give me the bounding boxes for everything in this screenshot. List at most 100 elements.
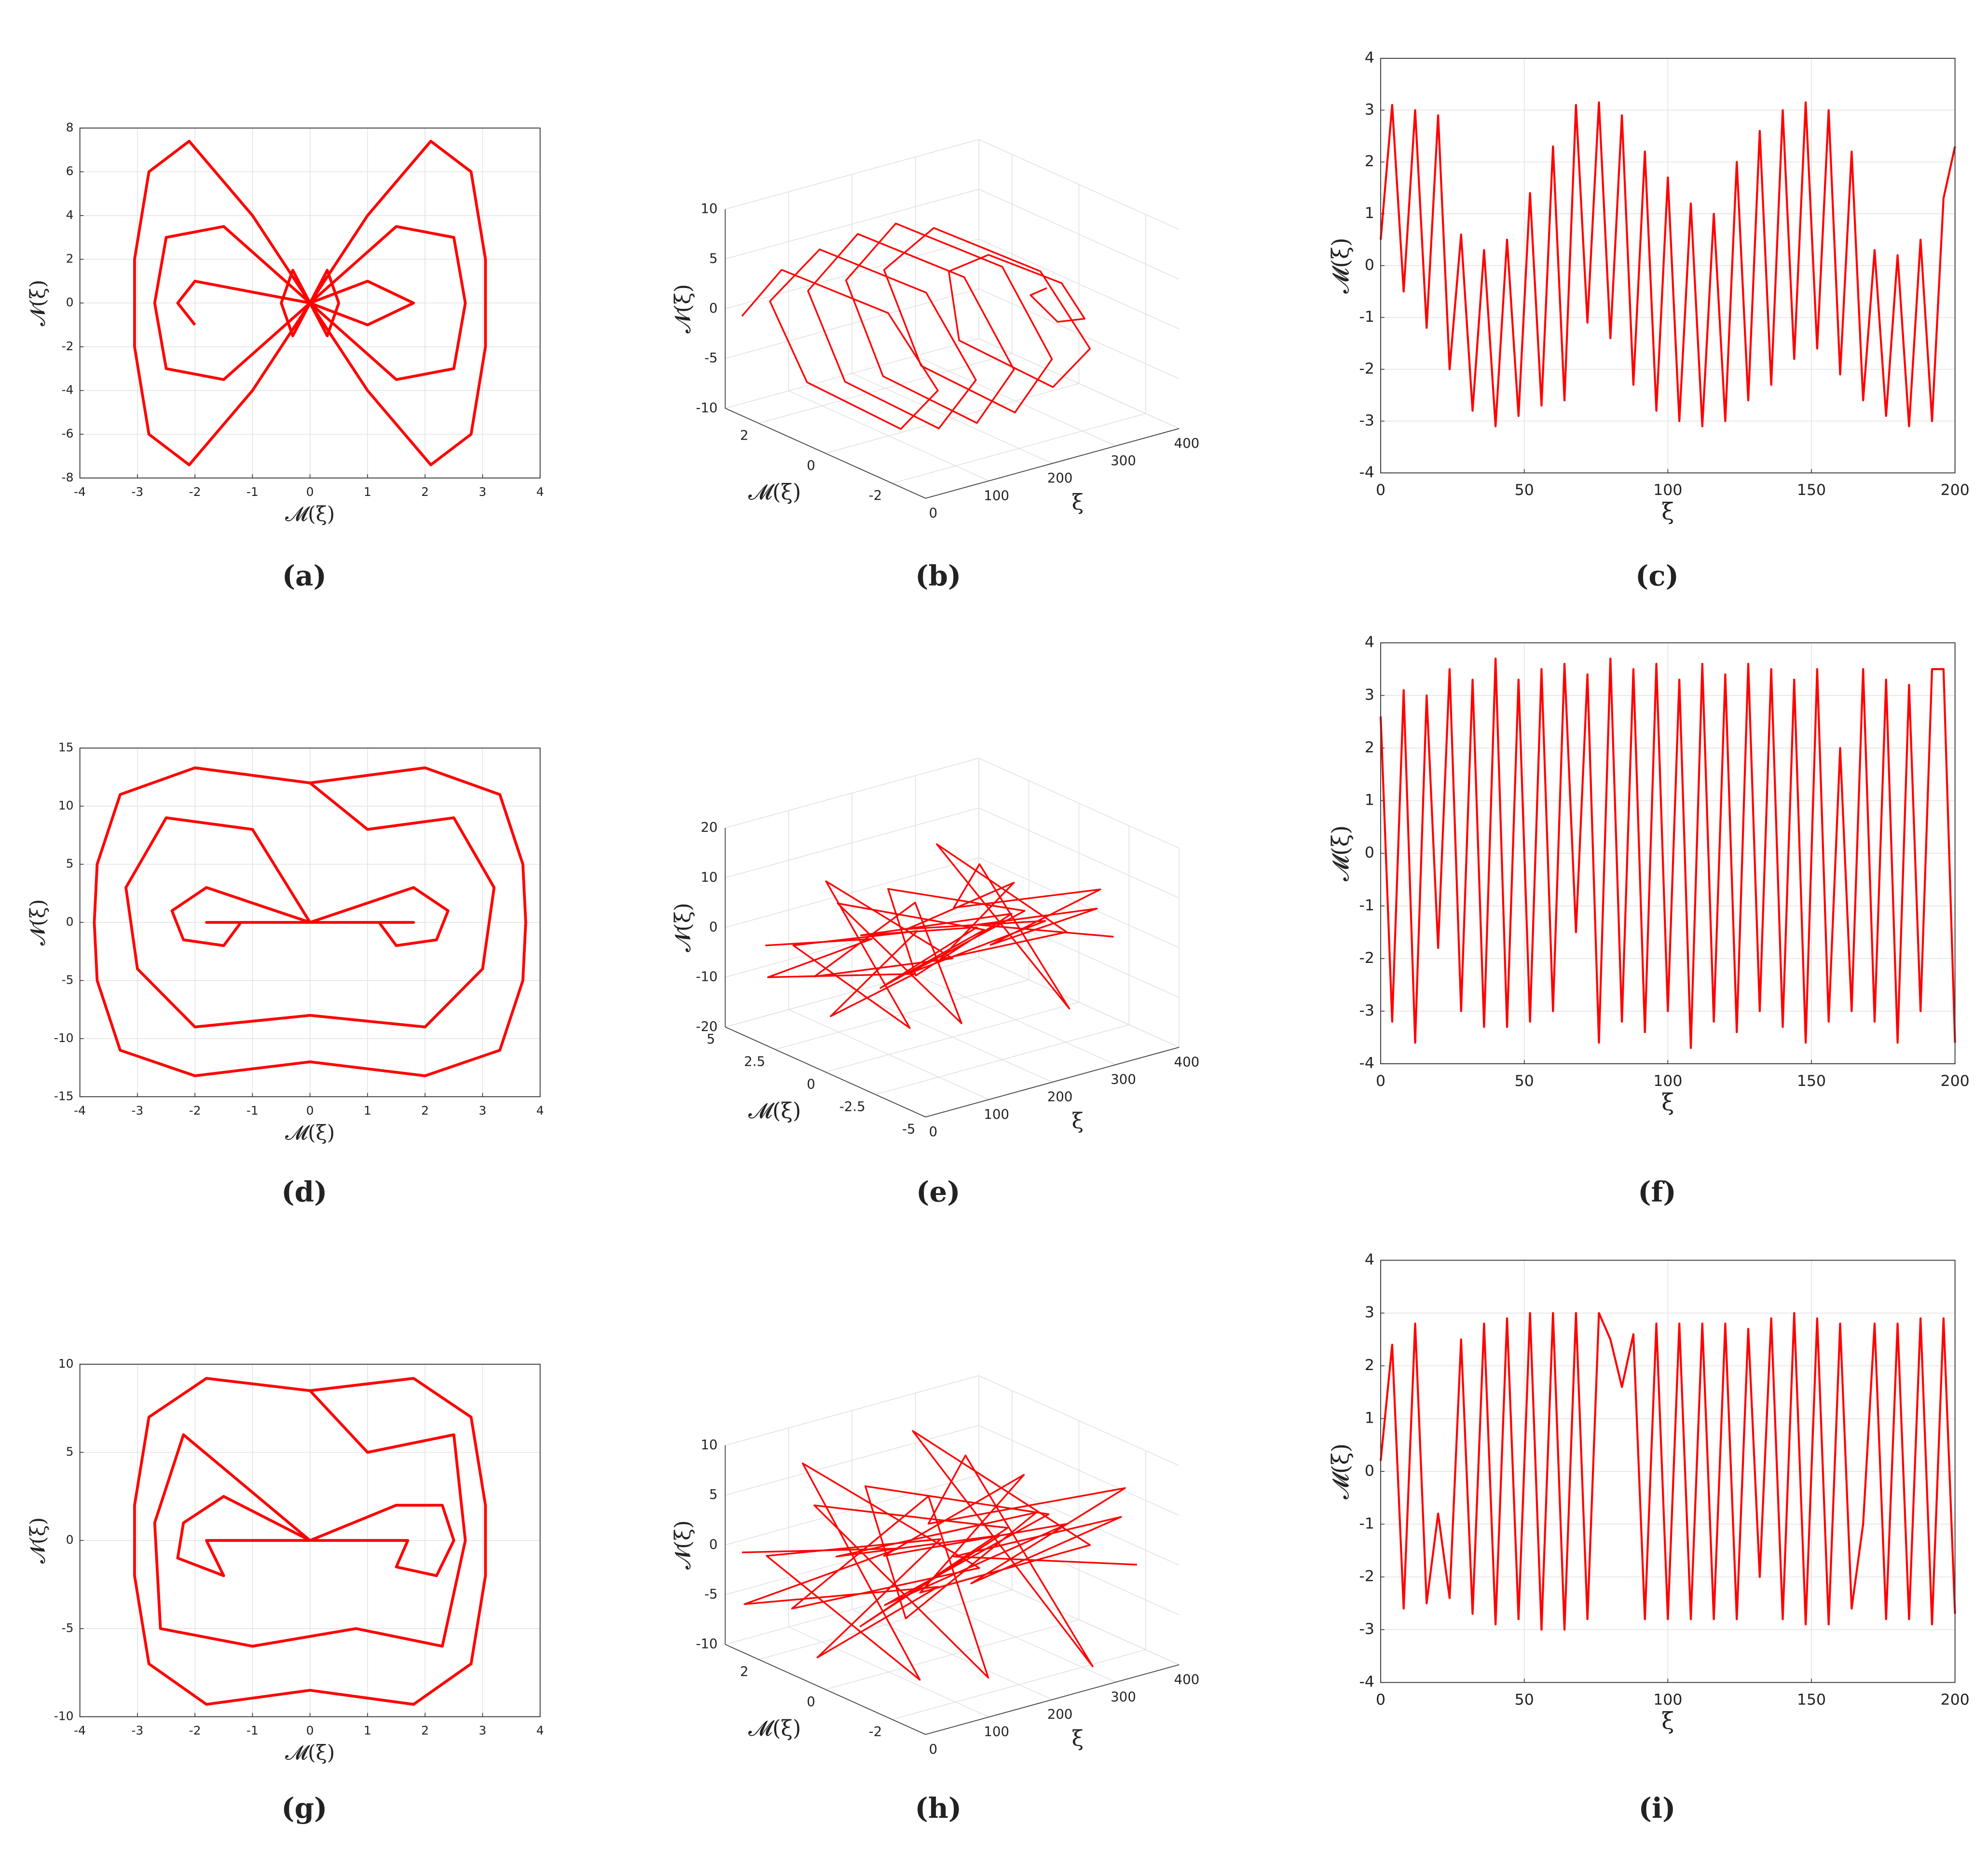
x-tick-label: 2 [421,485,429,499]
x-tick-label: 150 [1797,1691,1826,1708]
x-tick-label: 3 [479,485,486,499]
panel-caption: (f) [1638,1176,1676,1208]
x-axis-label: 𝓜(ξ) [285,1121,335,1144]
x-tick-label: 100 [1653,1691,1682,1708]
y-tick-label: -3 [1359,412,1374,429]
grid-line [978,139,1179,230]
y-tick-label: 0 [807,1693,815,1709]
y-tick-label: 1 [1365,1410,1374,1427]
x-tick-label: 400 [1174,435,1200,451]
x-tick-label: 0 [929,1741,938,1757]
axes-box [1380,1260,1956,1683]
y-tick-label: 10 [58,1357,74,1371]
axis-line [925,428,1179,499]
y-tick-label: 2 [1365,1357,1374,1374]
axes-box [1380,642,1956,1064]
data-line [765,843,1114,1029]
y-tick-label: -4 [1359,1674,1374,1691]
grid-line [825,1619,1079,1690]
grid-line [978,857,1179,948]
axis-line [725,408,926,499]
x-tick-label: 1 [364,485,371,499]
z-axis-label: 𝓝(ξ) [671,903,696,952]
y-tick-label: -4 [62,383,74,397]
z-tick-label: -5 [704,1586,718,1602]
grid-line [725,1425,979,1496]
x-tick-label: 100 [984,1724,1009,1740]
grid-line [725,139,979,210]
x-tick-label: -3 [131,1724,143,1738]
x-tick-label: 0 [1376,1072,1385,1090]
z-axis-label: 𝓝(ξ) [671,1520,696,1569]
y-tick-label: 4 [66,208,74,222]
panel-caption: (g) [281,1792,327,1825]
x-axis-label: ξ [1661,498,1674,525]
y-axis-label: 𝓜(ξ) [748,1098,801,1124]
x-tick-label: 200 [1047,1089,1073,1105]
y-tick-label: 2.5 [744,1054,765,1070]
y-tick-label: 0 [1365,257,1374,274]
x-tick-label: 0 [929,505,938,521]
grid-line [978,1375,1179,1466]
x-axis-label: ξ [1072,1726,1084,1751]
grid-line [978,1524,1179,1616]
x-tick-label: 0 [1376,1691,1385,1708]
y-tick-label: 0 [1365,1462,1374,1480]
y-tick-label: -4 [1359,464,1374,481]
y-tick-label: 4 [1365,49,1374,67]
y-tick-label: -2 [869,487,882,503]
y-axis-label: 𝓜(ξ) [1328,1443,1354,1499]
x-tick-label: 100 [1653,1072,1682,1090]
y-tick-label: 2 [740,1663,749,1679]
y-tick-label: 1 [1365,792,1374,809]
y-tick-label: -2 [1359,360,1374,377]
y-tick-label: -2 [1359,949,1374,967]
y-axis-label: 𝓜(ξ) [1328,825,1354,881]
x-tick-label: 200 [1047,470,1073,486]
grid-line [758,1589,1013,1660]
axes-box [79,127,541,479]
z-tick-label: -20 [696,1018,718,1034]
y-tick-label: 8 [66,120,74,134]
x-tick-label: -4 [74,1724,86,1738]
y-tick-label: -1 [1359,1515,1374,1532]
y-tick-label: 4 [1365,1251,1374,1268]
axis-line [725,1644,926,1735]
x-tick-label: 50 [1515,1691,1534,1708]
grid-line [825,383,1079,454]
y-tick-label: 15 [58,741,74,755]
grid-line [725,808,979,878]
x-tick-label: 0 [929,1124,938,1139]
grid-line [825,1002,1079,1072]
x-tick-label: -2 [189,1104,201,1118]
z-tick-label: 5 [709,1486,718,1502]
x-tick-label: 0 [1376,481,1385,499]
x-tick-label: 50 [1515,1072,1534,1090]
x-tick-label: 1 [364,1104,371,1118]
y-tick-label: -2 [1359,1568,1374,1585]
y-tick-label: 10 [58,798,74,812]
data-line [1379,101,1956,427]
z-axis-label: 𝓝(ξ) [671,284,696,333]
x-axis-label: ξ [1072,1109,1084,1134]
y-tick-label: 1 [1365,205,1374,222]
y-tick-label: -3 [1359,1002,1374,1019]
x-tick-label: -4 [74,1104,86,1118]
y-tick-label: 0 [66,915,74,929]
x-tick-label: 0 [306,1724,314,1738]
x-tick-label: 300 [1111,1071,1136,1087]
grid-line [978,238,1179,329]
y-tick-label: -1 [1359,897,1374,914]
y-tick-label: -10 [54,1031,74,1045]
grid-line [725,288,979,359]
x-tick-label: 100 [984,1106,1009,1122]
y-tick-label: -2 [869,1723,882,1739]
y-tick-label: 2 [740,427,749,443]
y-tick-label: -1 [1359,308,1374,326]
data-line [133,139,487,467]
y-tick-label: 6 [66,164,74,178]
x-tick-label: 0 [306,1104,314,1118]
y-tick-label: 3 [1365,1304,1374,1321]
y-tick-label: -4 [1359,1055,1374,1072]
x-axis-label: 𝓜(ξ) [285,502,335,525]
